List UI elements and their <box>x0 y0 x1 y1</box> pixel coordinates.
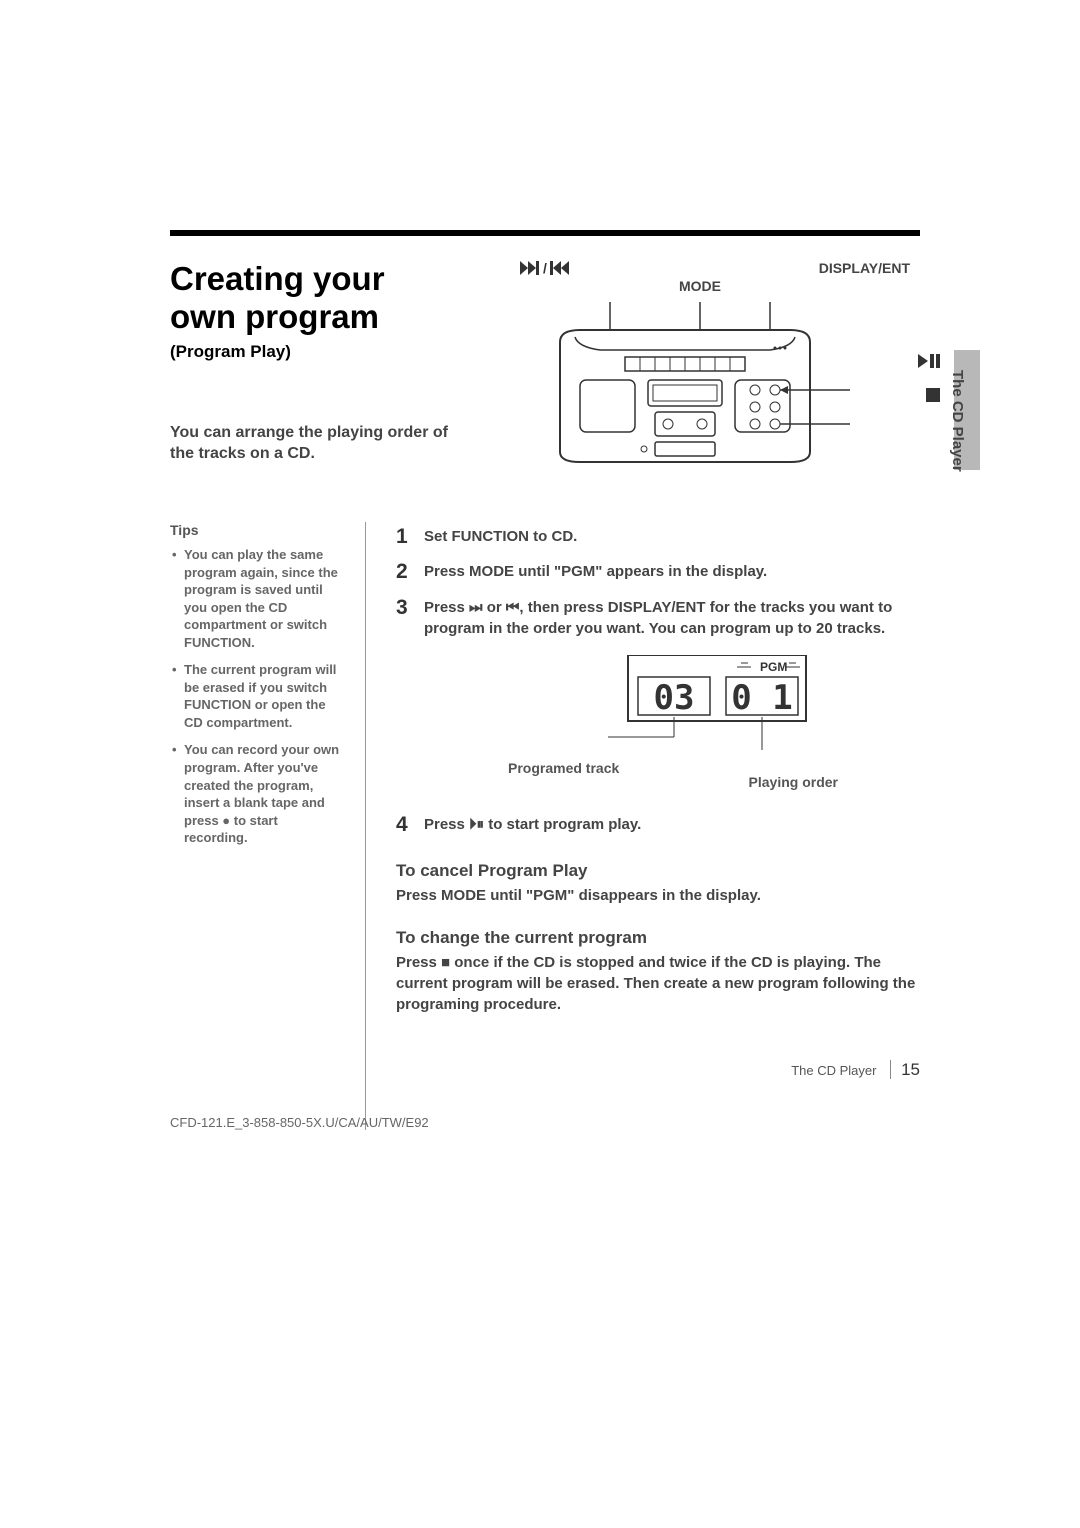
programed-track-value: 03 <box>654 678 695 718</box>
side-tab-text: The CD Player <box>949 370 966 472</box>
page-subtitle: (Program Play) <box>170 342 450 362</box>
lcd-display-svg: PGM 03 0 1 <box>478 655 838 755</box>
step-3: 3 Press ⏭ or ⏮, then press DISPLAY/ENT f… <box>396 593 920 639</box>
content-row: Tips You can play the same program again… <box>170 522 920 1130</box>
cancel-heading: To cancel Program Play <box>396 861 920 881</box>
playing-order-value: 0 1 <box>731 678 792 718</box>
device-diagram: / DISPLAY/ENT MODE <box>480 260 920 482</box>
tips-item: You can play the same program again, sin… <box>184 546 343 651</box>
top-rule <box>170 230 920 236</box>
figure-labels: Programed track Playing order <box>478 760 838 790</box>
steps-column: 1 Set FUNCTION to CD. 2 Press MODE until… <box>396 522 920 1130</box>
step-number: 1 <box>396 522 414 551</box>
step-number: 4 <box>396 810 414 839</box>
page-description: You can arrange the playing order of the… <box>170 422 450 465</box>
tips-heading: Tips <box>170 522 343 538</box>
footer-section: The CD Player <box>791 1063 876 1078</box>
device-illustration <box>540 302 860 482</box>
skip-icons: / <box>520 261 574 275</box>
step-text: Press ⏵⏸ to start program play. <box>424 810 920 839</box>
diagram-top-labels: / DISPLAY/ENT <box>480 260 920 276</box>
step-text: Set FUNCTION to CD. <box>424 522 920 551</box>
step-1: 1 Set FUNCTION to CD. <box>396 522 920 551</box>
step-number: 3 <box>396 593 414 639</box>
step-4: 4 Press ⏵⏸ to start program play. <box>396 810 920 839</box>
step-2: 2 Press MODE until "PGM" appears in the … <box>396 557 920 586</box>
page-content: Creating your own program (Program Play)… <box>170 230 920 1130</box>
change-heading: To change the current program <box>396 928 920 948</box>
step-number: 2 <box>396 557 414 586</box>
tips-item: You can record your own program. After y… <box>184 741 343 846</box>
pgm-indicator: PGM <box>760 660 787 674</box>
skip-label: / <box>520 260 574 276</box>
cancel-body: Press MODE until "PGM" disappears in the… <box>396 885 920 906</box>
footer-right: The CD Player 15 <box>791 1060 920 1080</box>
display-ent-label: DISPLAY/ENT <box>819 260 910 276</box>
tips-column: Tips You can play the same program again… <box>170 522 365 1130</box>
svg-text:/: / <box>543 261 547 275</box>
change-body: Press ■ once if the CD is stopped and tw… <box>396 952 920 1015</box>
footer-code: CFD-121.E_3-858-850-5X.U/CA/AU/TW/E92 <box>170 1115 429 1130</box>
tips-list: You can play the same program again, sin… <box>170 546 343 847</box>
vertical-divider <box>365 522 366 1130</box>
footer-page-number: 15 <box>890 1060 920 1079</box>
step-text: Press ⏭ or ⏮, then press DISPLAY/ENT for… <box>424 593 920 639</box>
display-figure: PGM 03 0 1 Programed track Playing order <box>396 655 920 790</box>
title-block: Creating your own program (Program Play)… <box>170 260 450 482</box>
step-text: Press MODE until "PGM" appears in the di… <box>424 557 920 586</box>
stop-icon <box>926 388 940 405</box>
playing-order-label: Playing order <box>749 774 838 790</box>
programed-track-label: Programed track <box>478 760 619 790</box>
playpause-icon <box>918 354 940 371</box>
mode-label: MODE <box>480 278 920 294</box>
tips-item: The current program will be erased if yo… <box>184 661 343 731</box>
page-title: Creating your own program <box>170 260 450 336</box>
header-row: Creating your own program (Program Play)… <box>170 260 920 482</box>
